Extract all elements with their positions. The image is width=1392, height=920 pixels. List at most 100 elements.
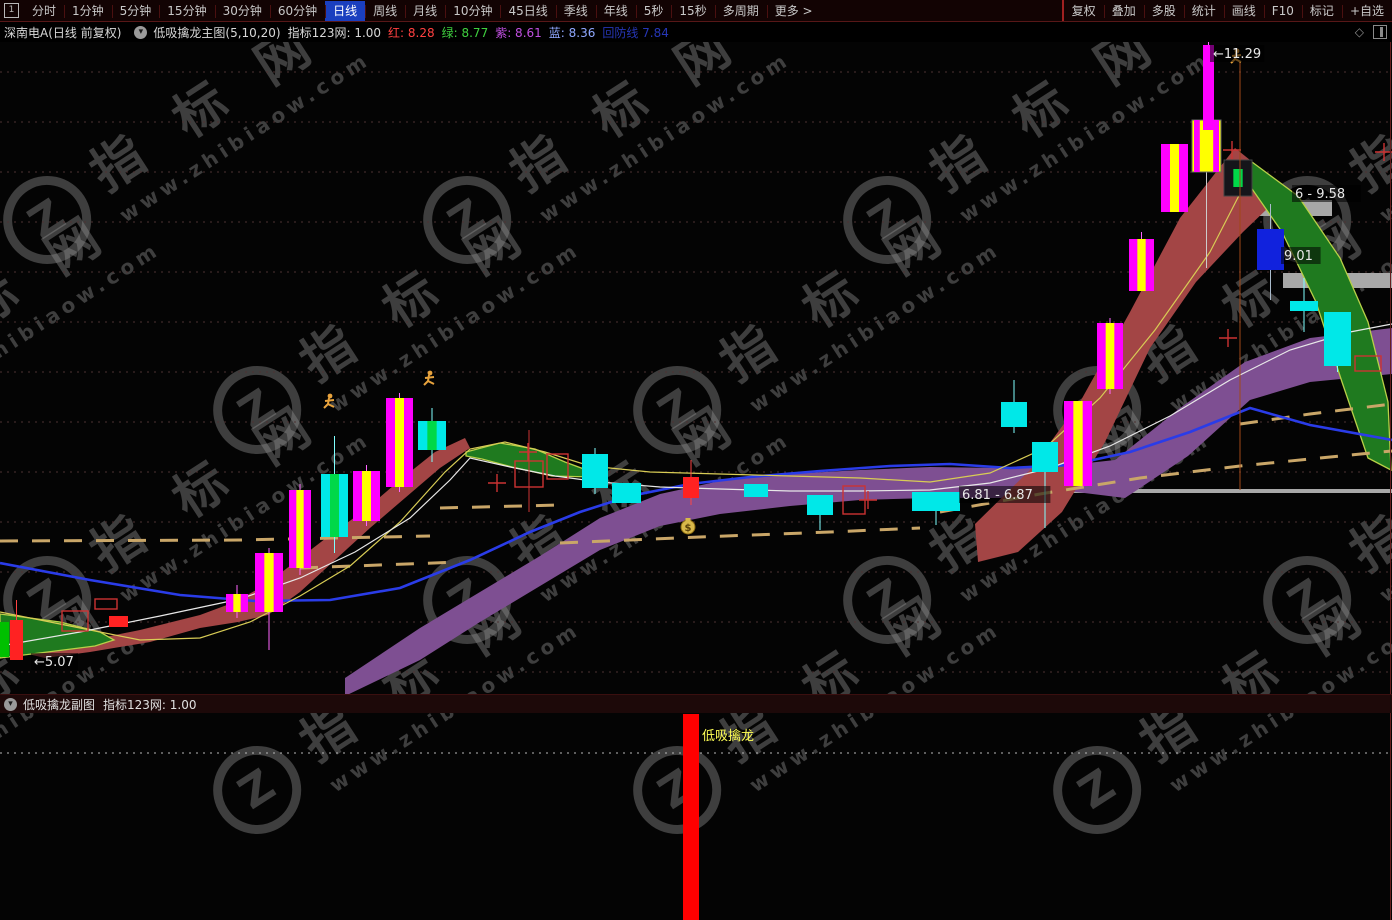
menu-item-画线[interactable]: 画线 (1223, 1, 1264, 21)
candle-my (1137, 239, 1146, 291)
menu-item-更多[interactable]: 更多 > (766, 1, 821, 21)
candle-my (395, 398, 404, 487)
menu-item-15秒[interactable]: 15秒 (671, 1, 714, 21)
sub-chart-canvas (0, 712, 1392, 920)
runner-icon (423, 370, 435, 386)
menu-item-1分钟[interactable]: 1分钟 (64, 1, 112, 21)
candle-mg (1203, 45, 1214, 130)
signal-bar (683, 714, 699, 920)
indicator-values: 指标123网: 1.00 红: 8.28 绿: 8.77 紫: 8.61 蓝: 8.36… (288, 24, 676, 41)
menu-item-45日线[interactable]: 45日线 (500, 1, 555, 21)
menu-item-30分钟[interactable]: 30分钟 (214, 1, 270, 21)
candle-my (1073, 401, 1083, 486)
menu-item-月线[interactable]: 月线 (405, 1, 445, 21)
stock-title[interactable]: 深南电A(日线 前复权) (4, 25, 122, 40)
menu-item-统计[interactable]: 统计 (1183, 1, 1224, 21)
timeframe-menu: 分时 1分钟 5分钟 15分钟 30分钟 60分钟 日线 周线 月线 10分钟 45日线 季线 年线 5秒… (24, 0, 821, 21)
price-label-bg (1281, 247, 1321, 264)
menu-item-自选[interactable]: +自选 (1341, 1, 1392, 21)
candle-red (10, 620, 23, 660)
candle-outline (1354, 355, 1382, 372)
candle-myo (1213, 120, 1219, 172)
candle-outline (94, 598, 118, 610)
price-label: ←11.29 (1213, 47, 1261, 62)
white-ma-line (0, 323, 1392, 647)
diamond-icon[interactable]: ◇ (1354, 25, 1364, 39)
yellow-ma-line (0, 177, 1249, 641)
candle-dg (1233, 169, 1243, 187)
tools-menu: 复权 叠加 多股 统计 画线 F10 标记 +自选 (1061, 0, 1392, 21)
subchart-header: ▾ 低吸擒龙副图 指标123网: 1.00 (0, 694, 1392, 713)
menu-item-日线[interactable]: 日线 (325, 0, 366, 21)
chevron-down-icon[interactable]: ▾ (134, 25, 148, 39)
menu-item-F10[interactable]: F10 (1263, 1, 1302, 21)
split-window-icon[interactable] (1373, 25, 1387, 39)
main-indicator-title[interactable]: 低吸擒龙主图(5,10,20) (153, 25, 281, 40)
menu-item-5分钟[interactable]: 5分钟 (111, 1, 160, 21)
price-label: 6.81 - 6.87 (962, 488, 1033, 503)
menu-item-多股[interactable]: 多股 (1143, 1, 1184, 21)
price-label-bg (959, 486, 1051, 503)
menu-item-复权[interactable]: 复权 (1071, 3, 1096, 18)
subchart-param: 指标123网: 1.00 (103, 697, 197, 712)
svg-text:$: $ (685, 523, 692, 534)
candle-my (1105, 323, 1115, 389)
sub-chart[interactable]: 低吸擒龙 (0, 712, 1392, 920)
menu-item-季线[interactable]: 季线 (555, 1, 596, 21)
candle-red (683, 477, 699, 498)
green-band-right (1249, 160, 1392, 472)
menu-item-标记[interactable]: 标记 (1301, 1, 1342, 21)
candle-outline (514, 460, 544, 488)
menu-item-15分钟[interactable]: 15分钟 (159, 1, 214, 21)
candle-green (0, 622, 9, 657)
top-toolbar: 1 分时 1分钟 5分钟 15分钟 30分钟 60分钟 日线 周线 月线 10分钟 45日线 季线 年线… (0, 0, 1392, 22)
price-label: 9.01 (1284, 249, 1313, 264)
khaki-dashed-line (299, 560, 461, 570)
candle-outline (61, 610, 89, 632)
candle-outline (546, 453, 569, 480)
khaki-dashed-line (439, 503, 561, 510)
price-label-bg (1210, 45, 1265, 62)
candle-cyan (582, 454, 608, 488)
khaki-dashed-line (559, 526, 921, 545)
menu-item-10分钟[interactable]: 10分钟 (445, 1, 500, 21)
chevron-down-icon[interactable]: ▾ (4, 697, 17, 711)
window-number-icon[interactable]: 1 (4, 3, 19, 18)
indicator-value: 回防线 7.84 (602, 25, 669, 40)
info-bar: 深南电A(日线 前复权) ▾ 低吸擒龙主图(5,10,20) 指标123网: 1… (0, 22, 1392, 42)
menu-item-多周期[interactable]: 多周期 (714, 1, 767, 21)
indicator-value: 绿: 8.77 (441, 25, 489, 40)
candle-my (296, 490, 304, 568)
khaki-dashed-line (1239, 402, 1392, 426)
candle-myo (1194, 120, 1200, 172)
menu-item-叠加[interactable]: 叠加 (1103, 1, 1144, 21)
indicator-value: 紫: 8.61 (495, 25, 542, 40)
main-chart[interactable]: $ ←11.29 6 - 9.58 9.01 6.81 - 6.87 ←5.07 (0, 42, 1392, 694)
indicator-value: 红: 8.28 (388, 25, 435, 40)
price-label: ←5.07 (34, 655, 74, 670)
red-band-left (28, 438, 470, 658)
menu-item-周线[interactable]: 周线 (365, 1, 405, 21)
price-label-bg (31, 653, 78, 670)
candle-cyan (807, 495, 833, 515)
signal-label: 低吸擒龙 (702, 729, 755, 744)
candle-cyan (744, 484, 768, 497)
price-label-bg (1292, 185, 1362, 202)
candle-cg (330, 474, 339, 537)
menu-item-分时[interactable]: 分时 (32, 3, 57, 18)
candle-cyan (1324, 312, 1351, 366)
menu-item-5秒[interactable]: 5秒 (635, 1, 672, 21)
candle-red (109, 616, 128, 627)
gray-level-bar (1005, 489, 1392, 493)
indicator-value: 指标123网: 1.00 (287, 25, 382, 40)
candle-cg (427, 421, 437, 450)
candle-my (233, 594, 241, 612)
money-bag-icon: $ (680, 518, 696, 535)
candle-blue (1257, 229, 1284, 270)
menu-item-60分钟[interactable]: 60分钟 (269, 1, 325, 21)
menu-item-年线[interactable]: 年线 (595, 1, 636, 21)
subchart-title[interactable]: 低吸擒龙副图 (23, 697, 96, 712)
candle-my (362, 471, 371, 521)
khaki-dashed-line (0, 534, 431, 543)
